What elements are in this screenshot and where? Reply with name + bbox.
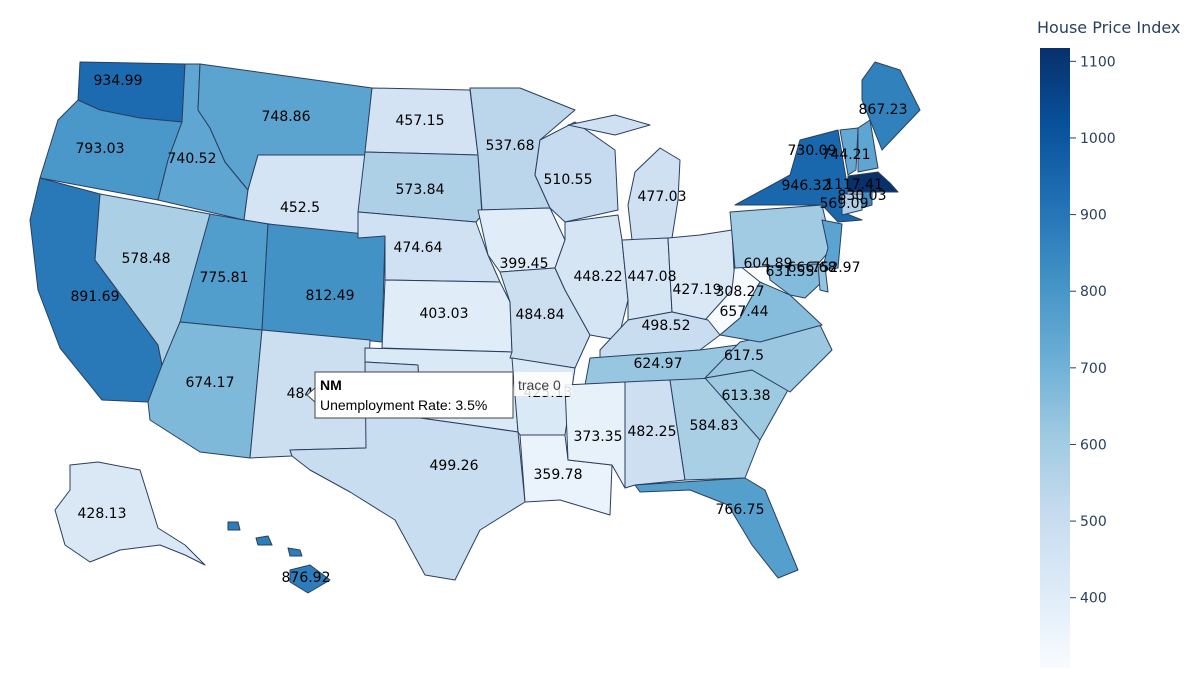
state-label-ri: 830.03 (838, 188, 887, 204)
state-sd[interactable] (357, 151, 483, 223)
state-nh[interactable] (857, 119, 879, 173)
state-ct[interactable] (841, 193, 863, 216)
state-label-ma: 1117.41 (825, 177, 883, 193)
state-label-oh: 427.19 (673, 282, 722, 298)
state-label-az: 674.17 (186, 375, 235, 391)
state-co[interactable] (261, 223, 386, 343)
state-label-sc: 613.38 (722, 388, 771, 404)
tooltip-state: NM (320, 377, 342, 393)
state-nj[interactable] (821, 219, 843, 271)
colorbar-tick-label: 400 (1080, 591, 1107, 607)
colorbar-tick-label: 700 (1080, 361, 1107, 377)
tooltip-trace-box (514, 372, 572, 396)
colorbar-tick-label: 1100 (1080, 54, 1116, 70)
state-label-me: 867.23 (859, 102, 908, 118)
state-hi[interactable] (227, 521, 331, 594)
state-vt[interactable] (839, 127, 859, 176)
state-tx[interactable] (289, 361, 526, 581)
state-label-ct: 569.09 (820, 196, 869, 212)
state-label-de: 631.55 (766, 264, 815, 280)
hover-tooltip: NM Unemployment Rate: 3.5% trace 0 (306, 371, 572, 419)
state-il[interactable] (554, 214, 629, 341)
state-label-ia: 399.45 (500, 256, 549, 272)
state-label-co: 812.49 (306, 288, 355, 304)
state-label-ms: 373.35 (574, 429, 623, 445)
colorbar-gradient (1040, 48, 1070, 668)
state-mi[interactable] (567, 114, 681, 241)
state-label-nv: 578.48 (122, 251, 171, 267)
state-label-tn: 624.97 (634, 356, 683, 372)
state-label-nh: 744.21 (822, 147, 871, 163)
colorbar-tick-label: 500 (1080, 514, 1107, 530)
state-label-or: 793.03 (76, 141, 125, 157)
state-label-la: 359.78 (534, 467, 583, 483)
state-label-fl: 766.75 (716, 502, 765, 518)
state-label-ut: 775.81 (200, 270, 249, 286)
state-label-vt: 730.09 (788, 143, 837, 159)
state-label-ks: 403.03 (420, 306, 469, 322)
colorbar-title: House Price Index (1037, 18, 1180, 37)
state-label-sd: 573.84 (396, 182, 445, 198)
state-label-mo: 484.84 (516, 307, 565, 323)
state-label-tx: 499.26 (430, 458, 479, 474)
tooltip-pointer (306, 386, 316, 404)
state-label-nd: 457.15 (396, 113, 445, 129)
state-me[interactable] (861, 61, 921, 151)
colorbar: House Price Index 400 500 600 700 800 900 1000… (1037, 18, 1180, 668)
state-label-mt: 748.86 (262, 109, 311, 125)
state-label-wi: 510.55 (544, 172, 593, 188)
tooltip-text: Unemployment Rate: 3.5% (320, 397, 487, 413)
state-label-id: 740.52 (168, 151, 217, 167)
state-label-wy: 452.5 (280, 200, 320, 216)
state-label-al: 482.25 (628, 424, 677, 440)
state-fl[interactable] (634, 477, 799, 579)
state-label-va: 657.44 (720, 304, 769, 320)
state-label-nc: 617.5 (724, 348, 764, 364)
state-label-ca: 891.69 (71, 289, 120, 305)
state-label-nm: 484 (287, 386, 314, 402)
tooltip-trace-label: trace 0 (518, 377, 561, 393)
state-pa[interactable] (729, 204, 833, 269)
state-label-il: 448.22 (574, 269, 623, 285)
state-al[interactable] (624, 379, 686, 489)
state-la[interactable] (519, 434, 613, 516)
colorbar-tick-label: 900 (1080, 208, 1107, 224)
state-label-mi: 477.03 (638, 189, 687, 205)
state-label-hi: 876.92 (282, 570, 331, 586)
state-label-ak: 428.13 (78, 506, 127, 522)
state-ak[interactable] (54, 461, 206, 566)
state-label-ne: 474.64 (394, 240, 443, 256)
state-ms[interactable] (564, 381, 626, 489)
state-label-ky: 498.52 (642, 318, 691, 334)
state-de[interactable] (817, 263, 829, 293)
state-label-mn: 537.68 (486, 138, 535, 154)
state-label-pa: 604.89 (744, 256, 793, 272)
tooltip-box (314, 371, 514, 419)
state-label-wa: 934.99 (94, 73, 143, 89)
state-ri[interactable] (861, 191, 873, 209)
colorbar-tick-label: 600 (1080, 437, 1107, 453)
state-label-ga: 584.83 (690, 418, 739, 434)
state-ma[interactable] (847, 171, 899, 193)
state-label-wv: 308.27 (716, 284, 765, 300)
state-label-md: 666.68 (788, 260, 837, 276)
state-label-ny: 946.32 (782, 178, 831, 194)
colorbar-tick-label: 800 (1080, 284, 1107, 300)
state-label-nj: 752.97 (812, 260, 861, 276)
state-label-in: 447.08 (628, 269, 677, 285)
colorbar-tick-label: 1000 (1080, 131, 1116, 147)
